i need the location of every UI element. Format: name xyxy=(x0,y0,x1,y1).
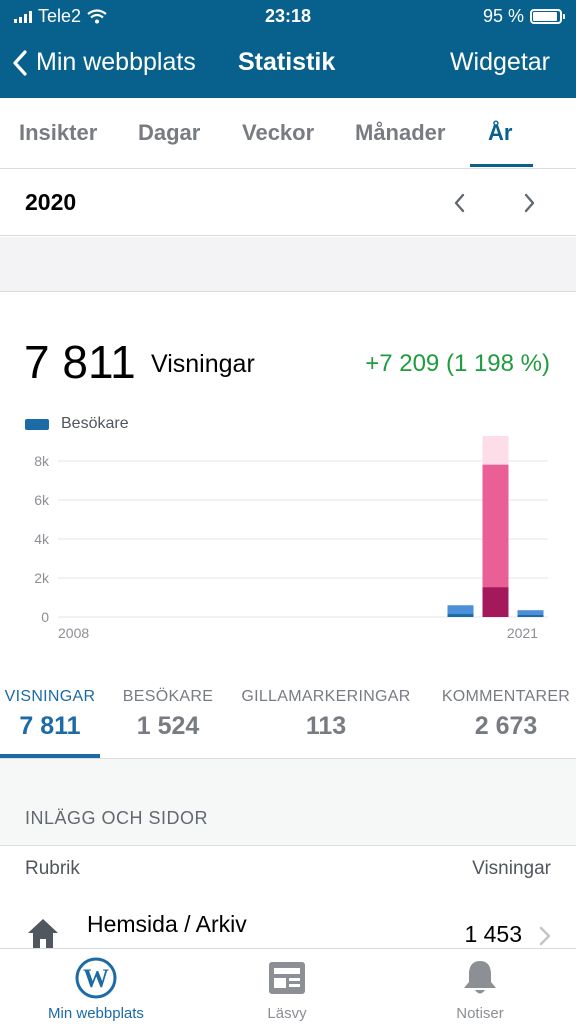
metric-value: 7 811 xyxy=(19,712,81,740)
y-tick-label: 2k xyxy=(34,570,50,586)
chevron-left-icon xyxy=(13,49,27,76)
chevron-right-icon xyxy=(539,926,551,946)
legend-label: Besökare xyxy=(61,415,129,432)
status-time: 23:18 xyxy=(264,6,312,26)
bar-views xyxy=(517,610,544,617)
bar-visitors xyxy=(447,614,474,617)
nav-bar: Min webbplats Statistik Widgetar xyxy=(0,44,576,88)
status-right: 95 % xyxy=(482,6,565,27)
tab-reader[interactable]: Läsvy xyxy=(207,957,367,1022)
tab-weeks[interactable]: Veckor xyxy=(242,120,315,145)
section-spacer xyxy=(0,237,576,292)
chevron-left-icon[interactable] xyxy=(446,189,474,217)
column-header-views: Visningar xyxy=(472,858,551,879)
active-tab-indicator xyxy=(470,164,533,167)
bell-icon xyxy=(464,961,496,994)
wifi-icon xyxy=(87,9,107,24)
summary-change: +7 209 (1 198 %) xyxy=(365,350,550,377)
section-title: INLÄGG OCH SIDOR xyxy=(25,808,209,828)
status-bar: Tele2 23:18 95 % xyxy=(0,0,576,34)
widgets-button[interactable]: Widgetar xyxy=(449,48,550,76)
section-header-bg xyxy=(0,759,576,846)
battery-icon xyxy=(530,9,565,24)
metric-label: KOMMENTARER xyxy=(441,688,571,705)
metric-comments[interactable]: KOMMENTARER 2 673 xyxy=(436,688,576,741)
signal-icon xyxy=(14,10,32,23)
top-bar: Tele2 23:18 95 % Min webbplats Statistik… xyxy=(0,0,576,98)
reader-icon xyxy=(269,962,305,994)
metric-label: BESÖKARE xyxy=(122,688,214,705)
tab-months[interactable]: Månader xyxy=(355,120,446,145)
bar-visitors xyxy=(482,587,509,617)
tab-insights[interactable]: Insikter xyxy=(19,120,98,145)
y-tick-label: 6k xyxy=(34,492,50,508)
chart-legend: Besökare xyxy=(25,415,129,433)
carrier-label: Tele2 xyxy=(38,6,82,26)
post-row[interactable]: Hemsida / Arkiv 1 453 xyxy=(0,895,576,950)
tab-days[interactable]: Dagar xyxy=(138,120,201,145)
period-tabs: Insikter Dagar Veckor Månader År xyxy=(0,98,576,169)
x-tick-label: 2021 xyxy=(507,625,538,641)
y-tick-label: 8k xyxy=(34,453,50,469)
metric-value: 2 673 xyxy=(474,712,538,740)
metric-views[interactable]: VISNINGAR 7 811 xyxy=(0,688,100,741)
summary-value: 7 811 xyxy=(24,336,136,388)
post-views: 1 453 xyxy=(464,921,522,947)
bar-views xyxy=(447,605,474,617)
wordpress-icon: W xyxy=(75,957,117,999)
x-tick-label: 2008 xyxy=(58,625,89,641)
chevron-right-icon[interactable] xyxy=(515,189,543,217)
bottom-tab-bar: W Min webbplats Läsvy Notiser xyxy=(0,948,576,1024)
house-icon xyxy=(28,919,58,948)
tab-label: Läsvy xyxy=(267,1005,307,1022)
tab-my-site[interactable]: W Min webbplats xyxy=(16,957,176,1022)
tab-label: Notiser xyxy=(456,1005,504,1022)
active-metric-indicator xyxy=(0,754,100,758)
metric-visitors[interactable]: BESÖKARE 1 524 xyxy=(114,688,222,741)
page-title: Statistik xyxy=(238,48,336,76)
battery-percent: 95 % xyxy=(482,6,524,26)
column-header-title: Rubrik xyxy=(25,858,80,879)
status-left: Tele2 xyxy=(14,6,107,27)
bar-visitors xyxy=(517,615,544,617)
metric-label: GILLAMARKERINGAR xyxy=(241,688,411,705)
period-selector: 2020 xyxy=(0,169,576,236)
tab-years[interactable]: År xyxy=(488,120,513,145)
tab-label: Min webbplats xyxy=(48,1005,144,1022)
y-tick-label: 0 xyxy=(41,609,49,625)
metric-likes[interactable]: GILLAMARKERINGAR 113 xyxy=(236,688,416,741)
back-label: Min webbplats xyxy=(36,48,196,76)
views-chart[interactable]: 0 2k 4k 6k 8k 2008 2021 xyxy=(0,430,576,645)
tab-notifications[interactable]: Notiser xyxy=(400,957,560,1022)
divider xyxy=(0,758,576,759)
legend-swatch xyxy=(25,418,49,430)
back-button[interactable]: Min webbplats xyxy=(12,48,196,77)
period-label: 2020 xyxy=(25,189,77,215)
post-title: Hemsida / Arkiv xyxy=(87,911,247,937)
metric-value: 1 524 xyxy=(136,712,200,740)
metric-value: 113 xyxy=(305,712,347,740)
y-tick-label: 4k xyxy=(34,531,50,547)
summary-label: Visningar xyxy=(151,350,255,378)
svg-text:W: W xyxy=(83,964,109,993)
metric-label: VISNINGAR xyxy=(4,688,96,705)
